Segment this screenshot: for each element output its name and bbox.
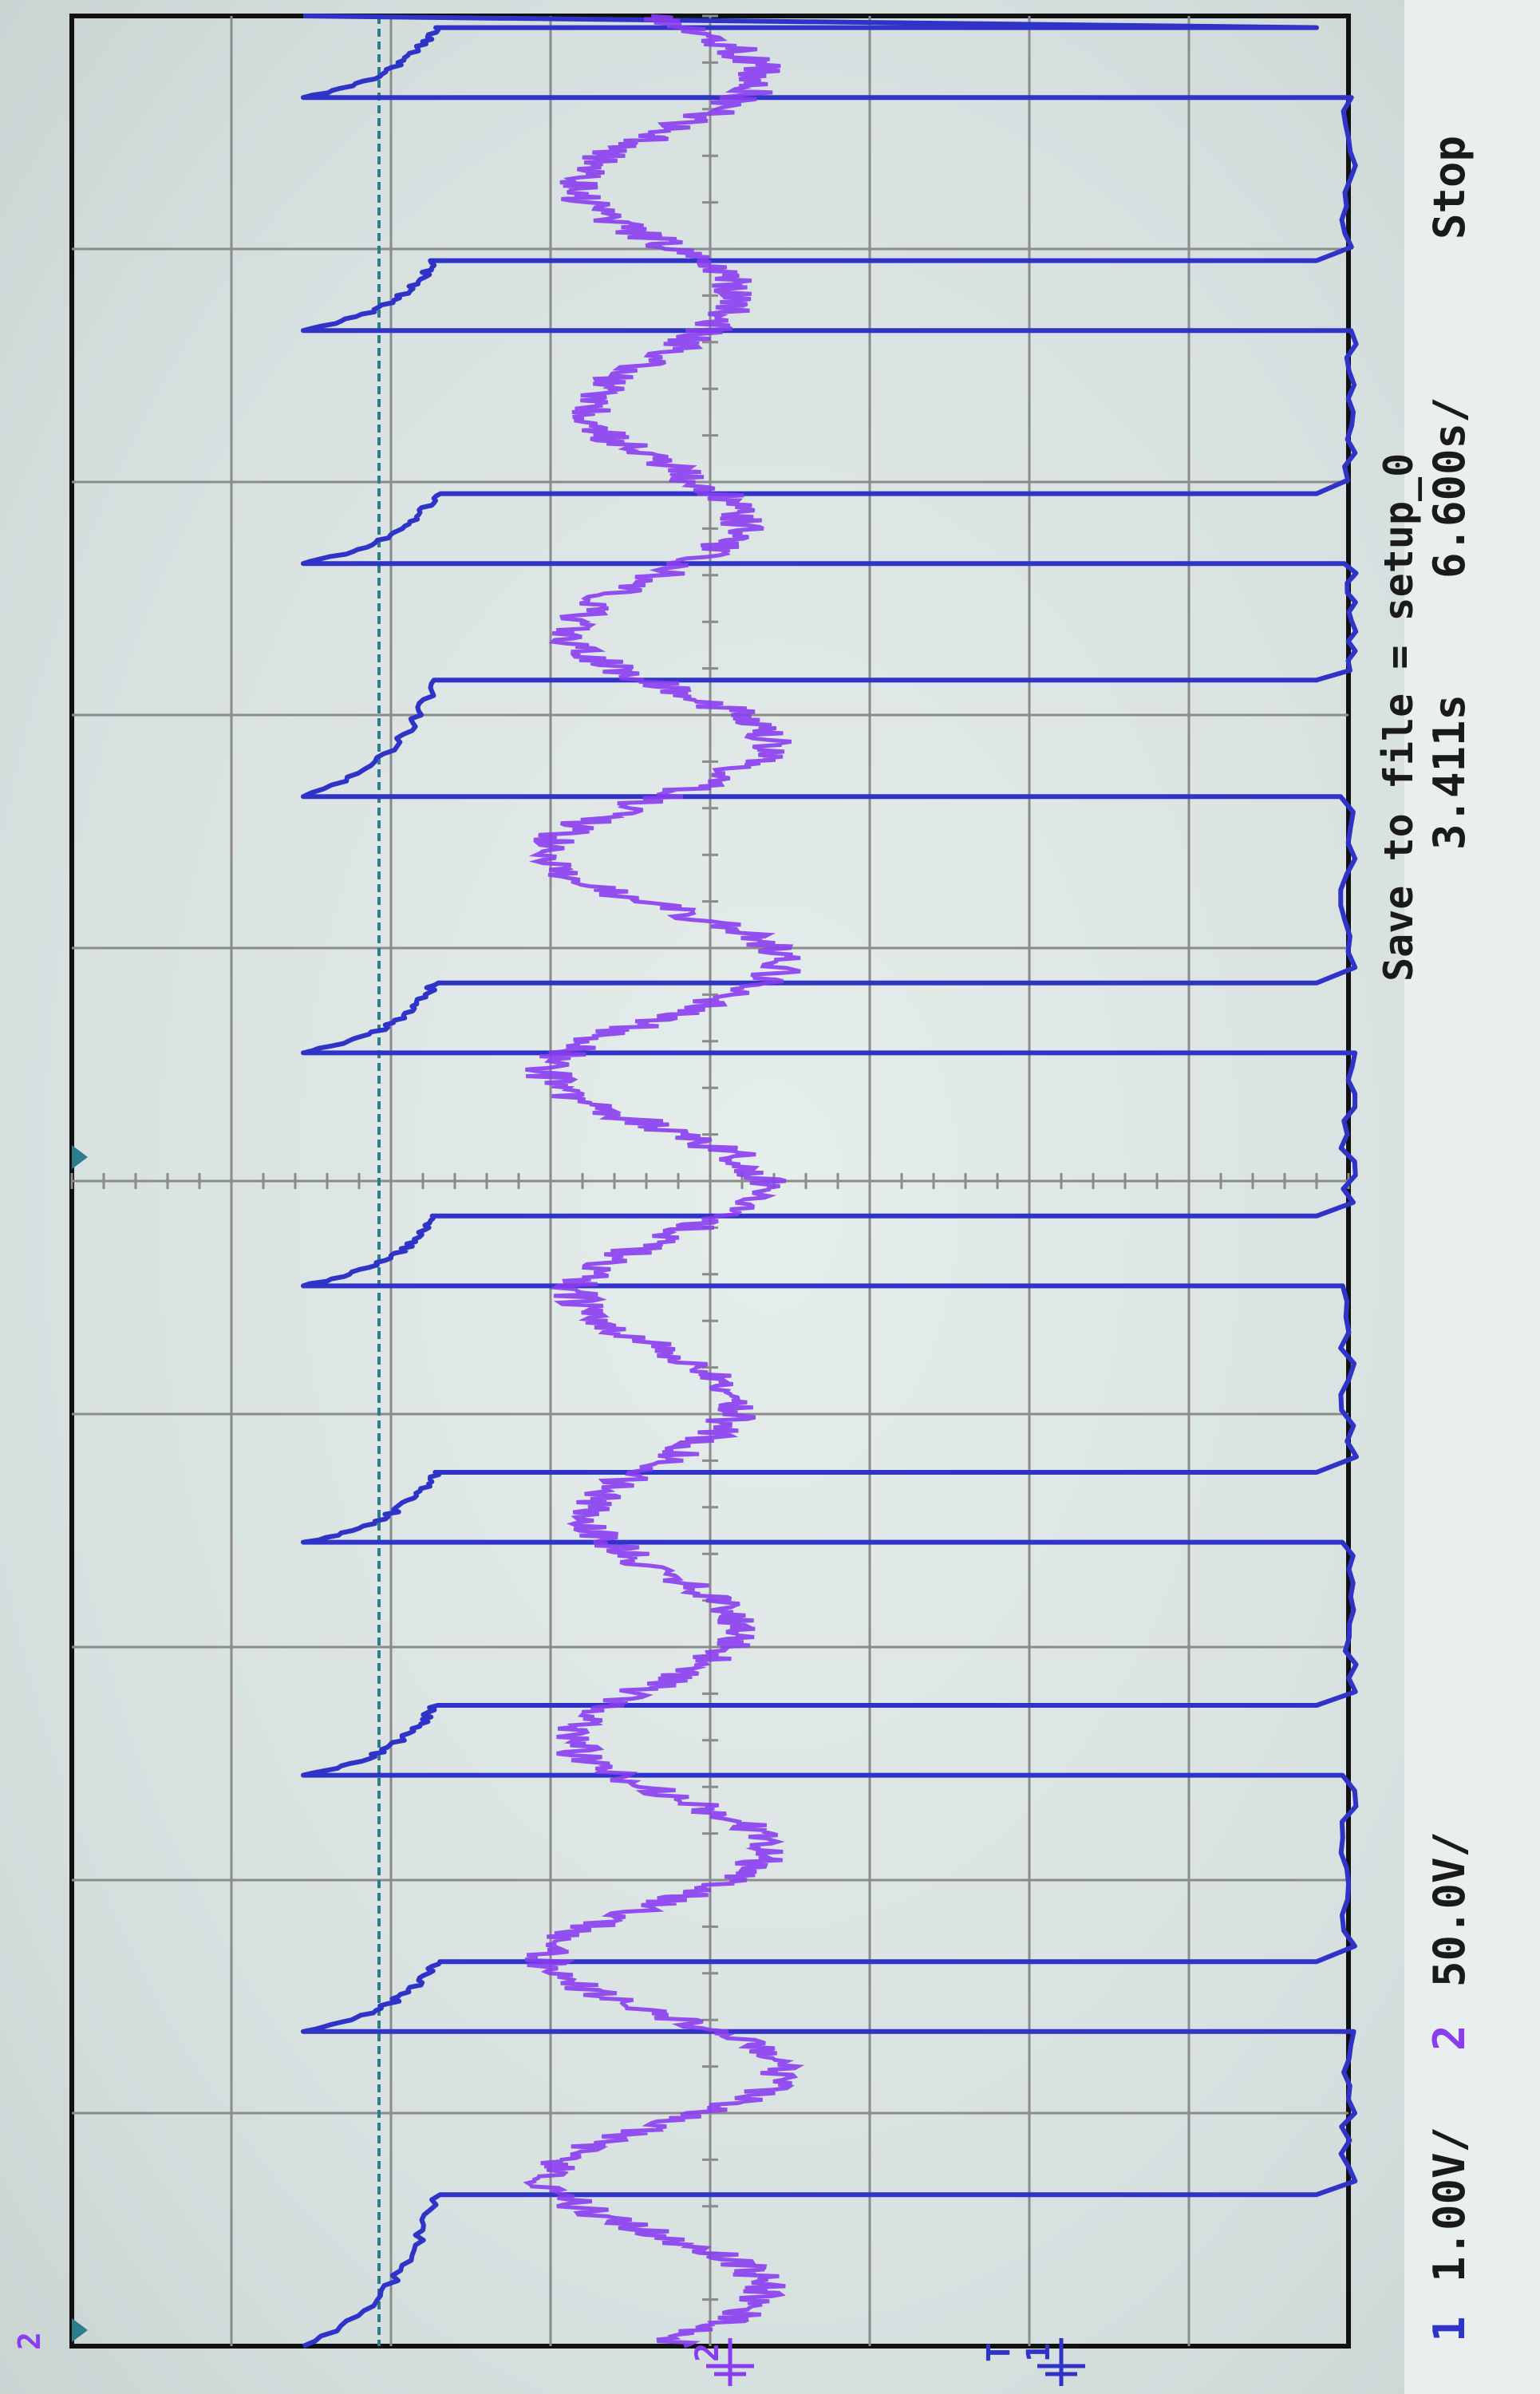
- measurement-readouts: [0, 0, 1540, 2394]
- oscilloscope-screen: 1 1.00V/ 2 50.0V/ 3.411s 6.600s/ Stop 2 …: [0, 0, 1540, 2394]
